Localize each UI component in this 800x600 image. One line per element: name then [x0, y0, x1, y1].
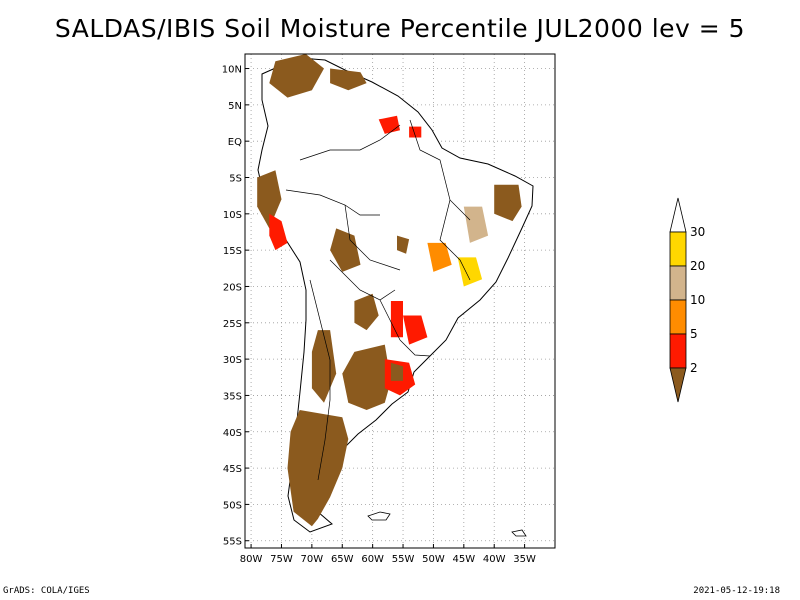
lat-tick-label: EQ	[228, 137, 242, 148]
lon-tick-label: 60W	[361, 554, 384, 565]
falkland-islands	[367, 511, 391, 521]
lon-tick-label: 50W	[422, 554, 445, 565]
lon-tick-label: 70W	[301, 554, 324, 565]
lat-tick-label: 20S	[223, 282, 242, 293]
latitude-tick-labels: 10N 5N EQ 5S 10S 15S 20S 25S 30S 35S 40S 45S 50S 55S	[222, 65, 249, 548]
islands	[367, 511, 527, 537]
region-chaco-dry	[354, 293, 379, 331]
colorbar-2-5	[669, 333, 687, 369]
region-pampas-dry	[342, 344, 391, 410]
lat-tick-label: 45S	[223, 464, 242, 475]
region-uruguay-dry	[390, 362, 403, 381]
lon-tick-label: 75W	[270, 554, 293, 565]
lon-tick-label: 35W	[513, 554, 536, 565]
colorbar-5-10	[669, 299, 687, 335]
country-borders	[285, 119, 471, 481]
region-colombia-dry	[269, 54, 324, 98]
lat-tick-label: 10N	[222, 65, 242, 76]
land-layer	[257, 54, 534, 537]
lon-tick-label: 40W	[483, 554, 506, 565]
colorbar-20-30	[669, 231, 687, 267]
south-georgia-island	[511, 529, 527, 537]
lat-tick-label: 50S	[223, 500, 242, 511]
lat-tick-label: 30S	[223, 355, 242, 366]
colorbar-label: 30	[690, 225, 705, 239]
region-patagonia-dry	[287, 410, 349, 527]
colorbar-above-30	[669, 197, 687, 233]
lat-tick-label: 35S	[223, 391, 242, 402]
lat-tick-label: 15S	[223, 246, 242, 257]
colorbar: 2 5 10 20 30	[669, 197, 705, 403]
map-title: SALDAS/IBIS Soil Moisture Percentile JUL…	[54, 14, 746, 43]
lon-tick-label: 80W	[240, 554, 263, 565]
colorbar-label: 2	[690, 361, 698, 375]
region-peru-dry	[257, 170, 282, 229]
region-goias-orange	[427, 242, 452, 272]
footer-timestamp: 2021-05-12-19:18	[693, 586, 780, 596]
region-paraguay-red	[390, 301, 403, 338]
lon-tick-label: 45W	[453, 554, 476, 565]
region-peru-red	[269, 213, 288, 251]
region-brazil-south-red	[403, 315, 428, 345]
footer-credit: GrADS: COLA/IGES	[3, 586, 90, 596]
colorbar-below-2	[669, 367, 687, 403]
south-america-outline	[257, 57, 534, 533]
lat-tick-label: 40S	[223, 428, 242, 439]
region-minas-yellow	[457, 257, 483, 287]
lat-tick-label: 5S	[229, 174, 242, 185]
map-frame	[244, 53, 556, 549]
lon-tick-label: 55W	[392, 554, 415, 565]
longitude-tick-labels: 80W 75W 70W 65W 60W 55W 50W 45W 40W 35W	[240, 544, 536, 565]
lat-tick-label: 55S	[223, 537, 242, 548]
percentile-regions	[257, 54, 522, 527]
colorbar-label: 5	[690, 327, 698, 341]
colorbar-10-20	[669, 265, 687, 301]
region-ne-brazil-dry	[494, 184, 522, 222]
colorbar-label: 10	[690, 293, 705, 307]
lat-tick-label: 10S	[223, 210, 242, 221]
lon-tick-label: 65W	[331, 554, 354, 565]
lat-tick-label: 5N	[228, 101, 242, 112]
region-amazon-red	[409, 126, 422, 138]
lat-tick-label: 25S	[223, 319, 242, 330]
region-bolivia-dry	[330, 228, 361, 272]
colorbar-label: 20	[690, 259, 705, 273]
region-venezuela-dry	[330, 68, 367, 91]
region-mato-grosso-dry	[397, 235, 410, 254]
region-bahia-tan	[463, 206, 489, 243]
